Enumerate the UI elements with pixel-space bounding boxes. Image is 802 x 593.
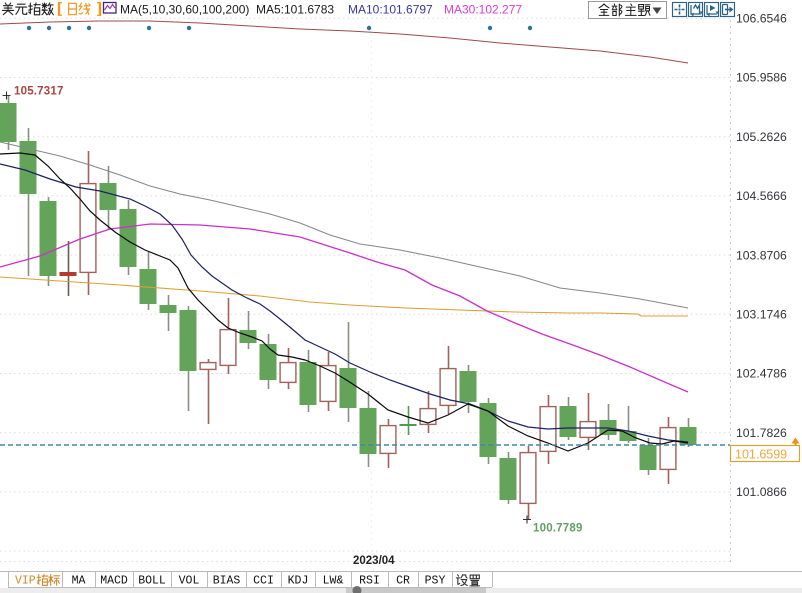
svg-text:105.9586: 105.9586 bbox=[736, 71, 787, 85]
svg-text:100.7789: 100.7789 bbox=[533, 523, 583, 535]
svg-text:MA: MA bbox=[72, 575, 86, 588]
svg-text:BOLL: BOLL bbox=[138, 575, 166, 588]
svg-text:105.2626: 105.2626 bbox=[736, 130, 787, 144]
svg-text:MA5:101.6783: MA5:101.6783 bbox=[256, 3, 334, 17]
svg-text:PSY: PSY bbox=[425, 575, 446, 588]
svg-text:VIP: VIP bbox=[15, 575, 36, 588]
svg-text:RSI: RSI bbox=[359, 575, 380, 588]
svg-text:LW&: LW& bbox=[323, 575, 344, 588]
svg-text:106.6546: 106.6546 bbox=[736, 12, 787, 26]
svg-text:KDJ: KDJ bbox=[288, 575, 309, 588]
svg-text:101.0866: 101.0866 bbox=[736, 485, 787, 499]
svg-text:101.7826: 101.7826 bbox=[736, 426, 787, 440]
svg-text:CCI: CCI bbox=[253, 575, 274, 588]
svg-text:VOL: VOL bbox=[179, 575, 200, 588]
svg-text:101.6599: 101.6599 bbox=[735, 448, 787, 462]
svg-text:103.1746: 103.1746 bbox=[736, 308, 787, 322]
svg-text:104.5666: 104.5666 bbox=[736, 189, 787, 203]
svg-text:102.4786: 102.4786 bbox=[736, 367, 787, 381]
svg-text:MA30:102.277: MA30:102.277 bbox=[444, 3, 522, 17]
svg-text:CR: CR bbox=[396, 575, 410, 588]
svg-text:MA10:101.6797: MA10:101.6797 bbox=[348, 3, 433, 17]
svg-text:MACD: MACD bbox=[100, 575, 128, 588]
svg-text:103.8706: 103.8706 bbox=[736, 248, 787, 262]
svg-text:BIAS: BIAS bbox=[213, 575, 241, 588]
svg-text:2023/04: 2023/04 bbox=[353, 555, 395, 567]
svg-text:105.7317: 105.7317 bbox=[14, 86, 64, 98]
svg-text:MA(5,10,30,60,100,200): MA(5,10,30,60,100,200) bbox=[120, 3, 249, 17]
